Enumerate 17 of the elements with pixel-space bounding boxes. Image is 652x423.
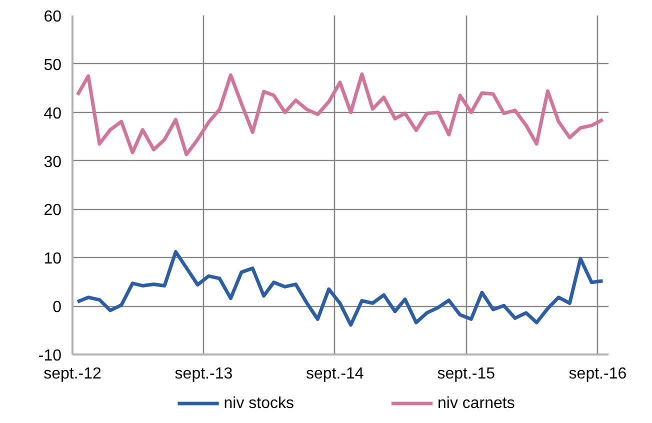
line-series <box>76 72 604 156</box>
y-tick-label: 60 <box>44 8 62 26</box>
y-tick-label: 30 <box>44 154 62 171</box>
y-tick-label: 20 <box>44 202 62 220</box>
y-tick-label: 50 <box>44 56 62 74</box>
x-tick-label: sept.-14 <box>306 366 364 382</box>
y-tick-label: -10 <box>38 348 62 364</box>
legend-label: niv stocks <box>224 395 294 412</box>
x-tick-label: sept.-16 <box>568 366 627 382</box>
x-tick-label: sept.-12 <box>44 366 102 382</box>
line-series <box>76 250 604 327</box>
x-tick-label: sept.-13 <box>174 366 233 382</box>
y-tick-label: 0 <box>52 299 62 316</box>
legend-label: niv carnets <box>438 395 515 412</box>
x-tick-label: sept.-15 <box>437 366 496 382</box>
y-tick-label: 40 <box>44 105 62 122</box>
y-tick-label: 10 <box>44 250 62 268</box>
